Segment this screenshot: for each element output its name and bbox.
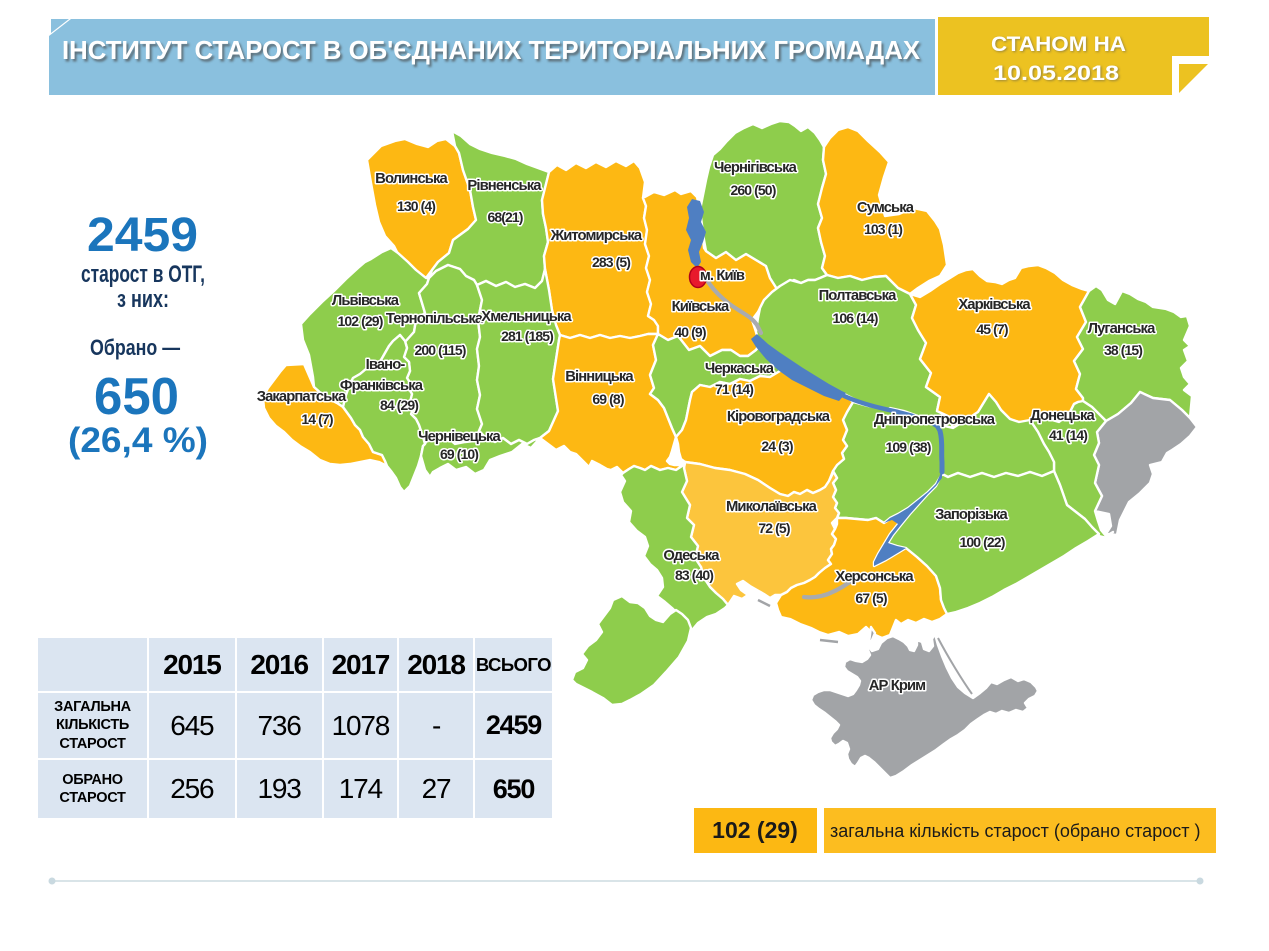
svg-text:69 (10): 69 (10): [440, 446, 478, 462]
svg-text:67 (5): 67 (5): [855, 590, 886, 606]
svg-text:АР Крим: АР Крим: [869, 678, 925, 694]
svg-text:Тернопільська: Тернопільська: [386, 311, 484, 327]
svg-text:Сумська: Сумська: [857, 200, 915, 216]
svg-text:СТАНОМ НА: СТАНОМ НА: [991, 33, 1126, 56]
svg-text:Запорізька: Запорізька: [935, 507, 1008, 523]
svg-text:72 (5): 72 (5): [758, 520, 789, 536]
svg-text:Дніпропетровська: Дніпропетровська: [874, 412, 996, 428]
svg-text:Вінницька: Вінницька: [565, 369, 634, 385]
svg-text:Чернівецька: Чернівецька: [418, 429, 501, 445]
svg-text:Донецька: Донецька: [1030, 408, 1095, 424]
svg-text:Луганська: Луганська: [1088, 321, 1156, 337]
svg-text:Херсонська: Херсонська: [835, 569, 914, 585]
svg-text:260 (50): 260 (50): [731, 182, 776, 198]
svg-text:102 (29): 102 (29): [338, 313, 383, 329]
svg-text:Обрано —: Обрано —: [90, 335, 180, 360]
svg-text:83 (40): 83 (40): [675, 567, 713, 583]
svg-text:з них:: з них:: [117, 286, 169, 313]
svg-text:Київська: Київська: [672, 299, 730, 315]
svg-text:10.05.2018: 10.05.2018: [993, 62, 1119, 85]
svg-text:45 (7): 45 (7): [976, 321, 1007, 337]
svg-text:103 (1): 103 (1): [864, 221, 902, 237]
svg-text:Франківська: Франківська: [340, 378, 424, 394]
svg-text:281 (185): 281 (185): [501, 328, 553, 344]
svg-text:ІНСТИТУТ СТАРОСТ В ОБ'ЄДНАНИХ: ІНСТИТУТ СТАРОСТ В ОБ'ЄДНАНИХ ТЕРИТОРІАЛ…: [62, 37, 920, 65]
svg-text:68(21): 68(21): [487, 209, 522, 225]
svg-text:старост в ОТГ,: старост в ОТГ,: [81, 261, 205, 288]
svg-text:130 (4): 130 (4): [397, 198, 435, 214]
svg-text:Чернігівська: Чернігівська: [714, 160, 798, 176]
svg-text:м. Київ: м. Київ: [700, 268, 745, 284]
svg-text:Хмельницька: Хмельницька: [481, 309, 572, 325]
svg-text:40 (9): 40 (9): [674, 324, 705, 340]
svg-text:41 (14): 41 (14): [1049, 427, 1087, 443]
svg-text:загальна кількість старост (: загальна кількість старост (обрано старо…: [830, 821, 1200, 841]
svg-text:Рівненська: Рівненська: [467, 178, 542, 194]
svg-text:(26,4 %): (26,4 %): [68, 421, 208, 460]
svg-text:283 (5): 283 (5): [592, 254, 630, 270]
svg-text:Львівська: Львівська: [332, 293, 400, 309]
svg-text:Черкаська: Черкаська: [705, 361, 775, 377]
svg-text:Кіровоградська: Кіровоградська: [727, 409, 831, 425]
svg-text:2459: 2459: [87, 209, 198, 262]
svg-text:84 (29): 84 (29): [380, 397, 418, 413]
svg-text:102 (29): 102 (29): [712, 817, 798, 843]
svg-text:14 (7): 14 (7): [301, 411, 332, 427]
svg-text:Закарпатська: Закарпатська: [257, 389, 347, 405]
svg-text:Одеська: Одеська: [663, 548, 720, 564]
svg-text:109 (38): 109 (38): [886, 439, 931, 455]
svg-text:24 (3): 24 (3): [761, 438, 792, 454]
svg-text:69 (8): 69 (8): [592, 391, 623, 407]
svg-text:100 (22): 100 (22): [960, 534, 1005, 550]
svg-text:650: 650: [94, 368, 179, 426]
svg-text:Полтавська: Полтавська: [819, 288, 898, 304]
svg-text:200 (115): 200 (115): [414, 342, 465, 358]
svg-text:38 (15): 38 (15): [1104, 342, 1142, 358]
svg-text:106 (14): 106 (14): [833, 310, 878, 326]
svg-text:Житомирська: Житомирська: [550, 228, 643, 244]
svg-text:71 (14): 71 (14): [715, 381, 753, 397]
svg-text:Миколаївська: Миколаївська: [726, 499, 818, 515]
svg-text:Харківська: Харківська: [958, 297, 1031, 313]
svg-text:Волинська: Волинська: [375, 171, 448, 187]
svg-text:Івано-: Івано-: [366, 357, 406, 373]
